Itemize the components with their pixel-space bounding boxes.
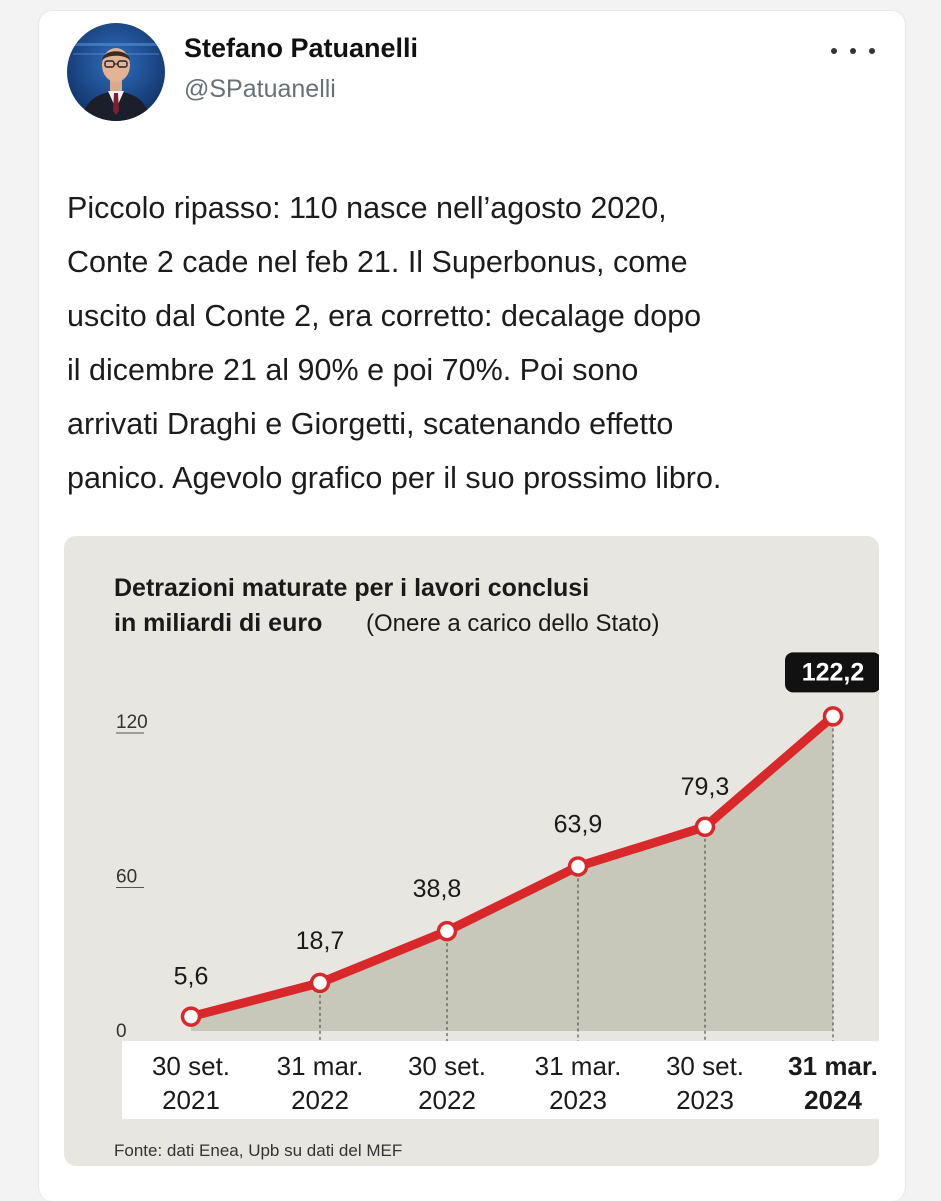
x-axis-band — [122, 1041, 879, 1119]
series-line — [186, 711, 838, 1022]
data-point — [567, 856, 589, 877]
tweet-line: il dicembre 21 al 90% e poi 70%. Poi son… — [67, 353, 639, 387]
tweet-line: panico. Agevolo grafico per il suo pross… — [67, 461, 722, 495]
author-name[interactable]: Stefano Patuanelli — [184, 33, 419, 63]
x-tick-label: 30 set. — [152, 1051, 230, 1081]
tweet-line: arrivati Draghi e Giorgetti, scatenando … — [67, 407, 674, 441]
x-tick-label: 31 mar. — [535, 1051, 622, 1081]
y-tick-label: 0 — [116, 1021, 127, 1042]
value-label: 63,9 — [554, 810, 603, 838]
x-tick-label: 30 set. — [666, 1051, 744, 1081]
value-label-box — [785, 652, 879, 693]
author-handle[interactable]: @SPatuanelli — [184, 75, 336, 103]
value-label: 5,6 — [174, 963, 209, 991]
chart-title-line: Detrazioni maturate per i lavori conclus… — [114, 574, 589, 602]
data-point — [436, 920, 458, 942]
line-chart: Detrazioni maturate per i lavori conclus… — [114, 574, 879, 1160]
data-point — [309, 972, 331, 994]
tweet-line: Conte 2 cade nel feb 21. Il Superbonus, … — [67, 245, 688, 279]
tweet-text: Piccolo ripasso: 110 nasce nell’agosto 2… — [67, 181, 887, 505]
y-tick-label: 60 — [116, 867, 137, 888]
tweet-card: Stefano Patuanelli @SPatuanelli Piccolo … — [38, 10, 906, 1201]
chart-title-line: in miliardi di euro — [114, 609, 322, 637]
tweet-line: Piccolo ripasso: 110 nasce nell’agosto 2… — [67, 191, 667, 225]
x-tick-label: 2024 — [804, 1085, 862, 1115]
x-tick-label: 2022 — [291, 1085, 349, 1115]
chart-image[interactable]: Detrazioni maturate per i lavori conclus… — [64, 536, 879, 1166]
x-tick-label: 2023 — [676, 1085, 734, 1115]
x-tick-label: 2022 — [418, 1085, 476, 1115]
avatar[interactable] — [67, 23, 165, 121]
value-label: 122,2 — [802, 658, 865, 686]
chart-subtitle: (Onere a carico dello Stato) — [366, 610, 659, 637]
data-point — [180, 1006, 202, 1027]
data-point — [694, 816, 716, 838]
x-tick-label: 2021 — [162, 1085, 220, 1115]
y-tick-label: 120 — [116, 712, 148, 733]
chart-source: Fonte: dati Enea, Upb su dati del MEF — [114, 1141, 402, 1160]
x-tick-label: 30 set. — [408, 1051, 486, 1081]
x-tick-label: 31 mar. — [277, 1051, 364, 1081]
chart-area — [191, 716, 833, 1031]
value-label: 38,8 — [413, 875, 462, 903]
x-tick-label: 31 mar. — [788, 1051, 878, 1081]
value-label: 18,7 — [296, 927, 345, 955]
value-label: 79,3 — [681, 773, 730, 801]
more-horizontal-icon[interactable] — [831, 37, 875, 65]
tweet-line: uscito dal Conte 2, era corretto: decala… — [67, 299, 702, 333]
data-point — [822, 706, 844, 727]
x-tick-label: 2023 — [549, 1085, 607, 1115]
